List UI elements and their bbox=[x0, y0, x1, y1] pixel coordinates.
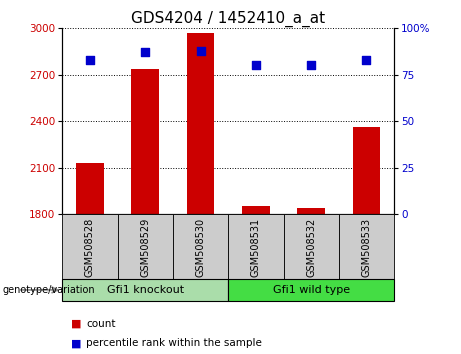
Bar bbox=[173, 214, 228, 280]
Bar bbox=[353, 127, 380, 214]
Point bbox=[86, 57, 94, 63]
Bar bbox=[242, 206, 270, 214]
Bar bbox=[118, 214, 173, 280]
Bar bbox=[76, 163, 104, 214]
Point bbox=[142, 50, 149, 55]
Point bbox=[307, 63, 315, 68]
Text: Gfi1 knockout: Gfi1 knockout bbox=[106, 285, 184, 295]
Text: GSM508532: GSM508532 bbox=[306, 217, 316, 277]
Bar bbox=[339, 214, 394, 280]
Bar bbox=[228, 214, 284, 280]
Text: GSM508531: GSM508531 bbox=[251, 217, 261, 276]
Text: count: count bbox=[86, 319, 116, 329]
Bar bbox=[297, 208, 325, 214]
Text: genotype/variation: genotype/variation bbox=[2, 285, 95, 295]
Bar bbox=[62, 279, 228, 301]
Text: GSM508533: GSM508533 bbox=[361, 217, 372, 276]
Text: GSM508528: GSM508528 bbox=[85, 217, 95, 277]
Text: Gfi1 wild type: Gfi1 wild type bbox=[272, 285, 350, 295]
Bar bbox=[187, 33, 214, 214]
Bar bbox=[284, 214, 339, 280]
Point bbox=[252, 63, 260, 68]
Bar bbox=[228, 279, 394, 301]
Text: ■: ■ bbox=[71, 319, 82, 329]
Text: GSM508530: GSM508530 bbox=[195, 217, 206, 276]
Text: ■: ■ bbox=[71, 338, 82, 348]
Text: GSM508529: GSM508529 bbox=[140, 217, 150, 277]
Text: percentile rank within the sample: percentile rank within the sample bbox=[86, 338, 262, 348]
Point bbox=[197, 48, 204, 53]
Title: GDS4204 / 1452410_a_at: GDS4204 / 1452410_a_at bbox=[131, 11, 325, 27]
Point bbox=[363, 57, 370, 63]
Bar bbox=[131, 69, 159, 214]
Bar bbox=[62, 214, 118, 280]
